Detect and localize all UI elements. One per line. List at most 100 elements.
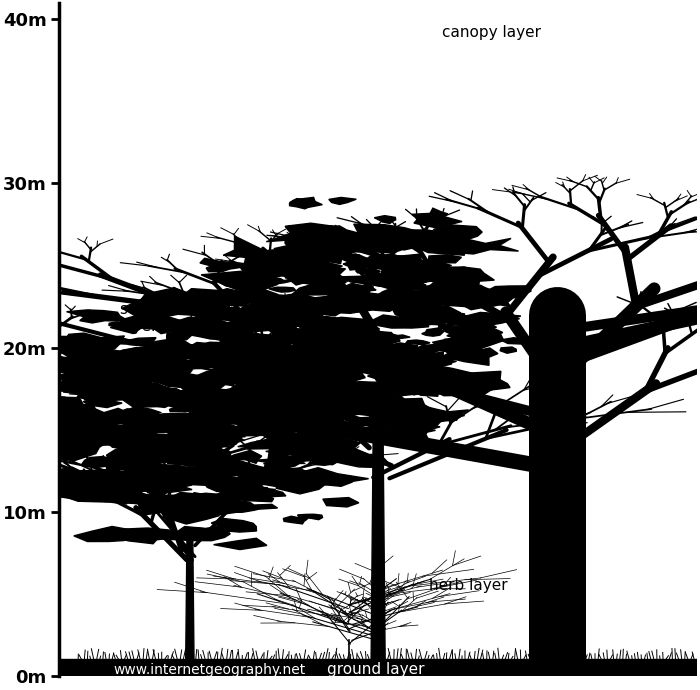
Polygon shape [134,466,178,479]
Polygon shape [418,306,461,314]
Polygon shape [464,380,508,389]
Polygon shape [125,337,156,344]
Polygon shape [281,364,337,379]
Polygon shape [132,454,172,465]
Polygon shape [237,347,300,364]
Polygon shape [428,282,462,293]
Polygon shape [272,395,307,404]
Polygon shape [171,433,242,450]
Polygon shape [170,435,224,448]
Polygon shape [293,267,346,284]
Polygon shape [160,526,230,541]
Polygon shape [384,236,434,250]
Polygon shape [244,490,286,499]
Polygon shape [384,335,402,339]
Polygon shape [254,454,305,470]
Polygon shape [332,390,391,411]
Polygon shape [228,364,279,382]
Polygon shape [321,375,348,382]
Polygon shape [131,471,177,478]
Polygon shape [430,291,514,307]
Polygon shape [189,362,220,368]
Polygon shape [272,326,328,344]
Polygon shape [134,352,206,365]
Polygon shape [102,372,159,389]
Polygon shape [192,366,259,382]
Polygon shape [88,484,149,498]
Polygon shape [264,457,302,468]
Polygon shape [239,339,288,353]
Polygon shape [443,326,483,334]
Polygon shape [248,382,314,399]
Polygon shape [408,362,475,381]
Polygon shape [458,386,493,393]
Polygon shape [388,425,413,433]
Polygon shape [221,335,265,345]
Polygon shape [269,287,295,292]
Polygon shape [138,344,167,356]
Polygon shape [301,394,371,415]
Polygon shape [297,299,328,307]
Polygon shape [170,320,233,334]
Polygon shape [449,315,484,324]
Polygon shape [235,467,301,487]
Polygon shape [201,271,278,295]
Polygon shape [383,388,417,398]
Polygon shape [309,226,362,248]
Polygon shape [406,340,430,345]
Polygon shape [198,388,241,399]
Polygon shape [216,288,279,301]
Polygon shape [54,356,107,364]
Polygon shape [27,336,89,357]
Polygon shape [34,467,90,484]
Polygon shape [500,337,525,344]
Polygon shape [77,381,149,398]
Polygon shape [104,453,150,465]
Polygon shape [133,411,158,417]
Polygon shape [352,417,402,426]
Polygon shape [238,436,293,448]
Polygon shape [150,392,195,402]
Polygon shape [257,395,293,402]
Polygon shape [232,366,277,380]
Polygon shape [100,424,150,438]
Polygon shape [111,359,141,368]
Polygon shape [118,418,165,431]
Polygon shape [270,261,304,271]
Polygon shape [397,258,419,265]
Polygon shape [408,344,444,356]
Polygon shape [268,248,316,259]
Polygon shape [350,259,375,267]
Polygon shape [223,236,281,264]
Polygon shape [298,514,323,520]
Polygon shape [176,303,207,313]
Polygon shape [38,474,108,491]
Polygon shape [317,233,339,242]
Polygon shape [139,288,210,308]
Polygon shape [444,237,519,254]
Polygon shape [181,428,227,443]
Polygon shape [36,403,106,417]
Polygon shape [99,475,117,479]
Polygon shape [183,297,243,313]
Polygon shape [421,328,444,336]
Polygon shape [188,342,236,353]
Polygon shape [66,333,102,346]
Polygon shape [351,298,402,313]
Polygon shape [300,317,373,329]
Text: www.internetgeography.net: www.internetgeography.net [113,663,305,677]
Polygon shape [66,382,120,401]
Polygon shape [104,348,160,372]
Polygon shape [19,404,73,415]
Polygon shape [320,371,365,384]
Polygon shape [394,239,412,246]
Polygon shape [268,387,311,397]
Polygon shape [437,377,459,383]
Polygon shape [46,412,108,429]
Polygon shape [393,256,420,263]
Polygon shape [340,387,398,400]
Polygon shape [363,403,433,419]
Polygon shape [162,414,194,419]
Polygon shape [256,374,318,395]
Polygon shape [212,322,274,338]
